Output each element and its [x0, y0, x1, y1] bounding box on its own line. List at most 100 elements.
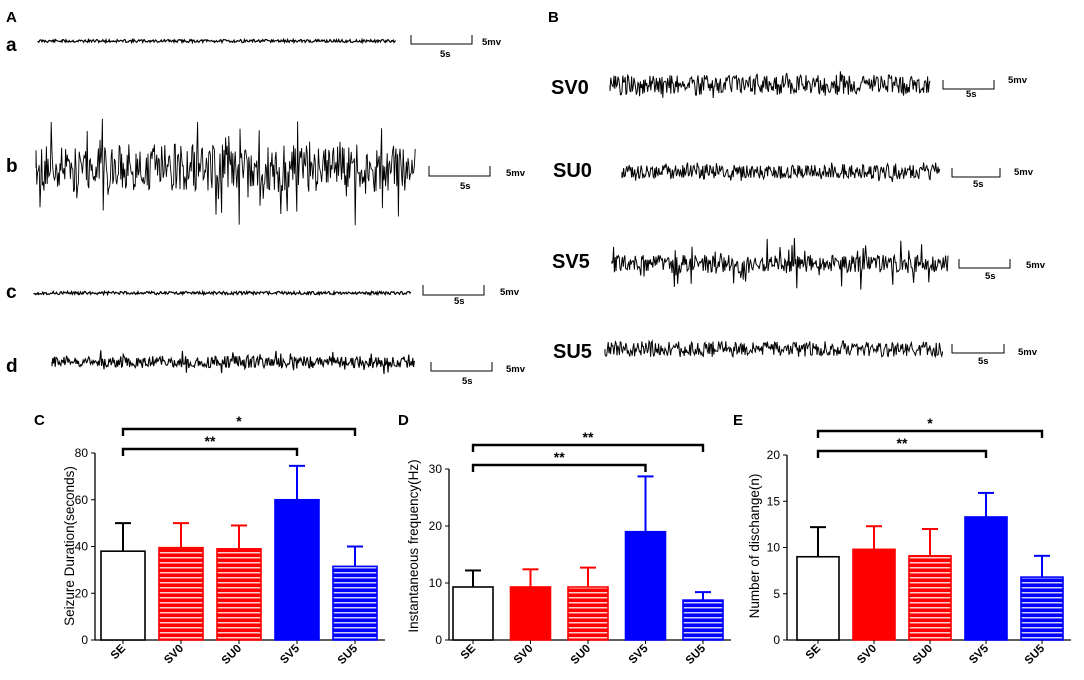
bar-sv5 [274, 498, 320, 641]
significance-label: ** [205, 433, 216, 449]
chart-d-panel-label: D [398, 412, 409, 429]
significance-label: ** [897, 435, 908, 451]
significance-bracket [471, 443, 705, 452]
significance-bracket [121, 447, 299, 456]
category-label-sv5: SV5 [278, 642, 302, 666]
category-label-su0: SU0 [911, 643, 935, 667]
scale-time-su0: 5s [973, 179, 984, 190]
chart-c-y-axis-label: Seizure Duration(seconds) [62, 466, 77, 626]
bar-se [452, 586, 494, 641]
significance-label: * [927, 415, 933, 431]
significance-label: ** [554, 449, 565, 465]
chart-c-y-tick-label: 0 [81, 633, 88, 647]
scale-time-b: 5s [460, 181, 471, 192]
bar-su5 [332, 565, 378, 641]
category-label-sv5: SV5 [967, 642, 991, 666]
scale-amp-a: 5mv [482, 37, 502, 48]
trace-b-label: b [6, 156, 18, 177]
chart-e-y-tick-label: 20 [767, 448, 781, 462]
chart-seizure-duration: C Seizure Duration(seconds) 0 20 40 60 80 SE S… [34, 412, 385, 667]
scale-amp-c: 5mv [500, 287, 520, 298]
bar-sv0 [158, 546, 204, 641]
trace-d-label: d [6, 356, 18, 377]
category-label-se: SE [804, 642, 824, 662]
significance-bracket [471, 463, 647, 472]
category-label-su0: SU0 [569, 643, 593, 667]
scale-bar-a [410, 35, 473, 45]
scale-time-su5: 5s [978, 356, 989, 367]
category-label-sv0: SV0 [512, 643, 536, 667]
significance-bracket [816, 429, 1044, 438]
eeg-trace-d [51, 350, 415, 375]
eeg-trace-su0 [621, 162, 941, 182]
bar-se [796, 555, 840, 641]
trace-su5-label: SU5 [553, 341, 592, 363]
significance-bracket [121, 427, 357, 436]
scale-bar-su0 [951, 168, 1001, 178]
chart-d-y-axis-label: Instantaneous frequency(Hz) [406, 459, 421, 632]
scale-amp-sv5: 5mv [1026, 260, 1046, 271]
chart-c-y-tick-label: 60 [75, 493, 89, 507]
trace-c-label: c [6, 282, 17, 303]
bar-su0 [216, 548, 262, 641]
chart-e-panel-label: E [733, 412, 743, 429]
bar-su0 [908, 555, 952, 641]
trace-sv5-label: SV5 [552, 251, 590, 273]
trace-sv0-label: SV0 [551, 77, 589, 99]
scale-bar-b [428, 166, 491, 177]
bar-su0 [567, 586, 609, 641]
eeg-trace-su5 [604, 339, 944, 359]
bar-sv5 [624, 530, 667, 641]
category-label-su0: SU0 [220, 643, 244, 667]
chart-e-y-tick-label: 10 [767, 541, 781, 555]
bar-su5 [682, 599, 724, 641]
category-label-su5: SU5 [1023, 642, 1048, 667]
chart-e-y-tick-label: 0 [773, 633, 780, 647]
scale-bar-sv0 [942, 80, 995, 90]
chart-c-y-tick-label: 20 [75, 586, 89, 600]
chart-e-y-tick-label: 5 [773, 587, 780, 601]
chart-d-y-tick-label: 10 [429, 576, 443, 590]
scale-amp-su5: 5mv [1018, 347, 1038, 358]
chart-number-of-discharge: E Number of dischange(n) 0 5 10 15 20 SE SV0 SU… [733, 412, 1071, 667]
eeg-trace-sv5 [611, 237, 949, 290]
panel-a: A a 5s 5mv b 5s 5mv c 5s 5mv d 5s [6, 9, 526, 387]
category-label-sv5: SV5 [627, 642, 651, 666]
category-label-se: SE [109, 642, 129, 662]
scale-bar-su5 [951, 344, 1005, 354]
significance-label: ** [583, 429, 594, 445]
trace-b-group: b 5s 5mv [6, 118, 526, 226]
significance-label: * [236, 413, 242, 429]
scale-bar-sv5 [958, 259, 1011, 269]
trace-a-group: a 5s 5mv [6, 35, 502, 60]
chart-c-y-tick-label: 80 [75, 446, 89, 460]
trace-su5-group: SU5 5s 5mv [553, 339, 1038, 367]
trace-sv5-group: SV5 5s 5mv [552, 237, 1046, 290]
chart-e-y-tick-label: 15 [767, 494, 781, 508]
trace-su0-label: SU0 [553, 160, 592, 182]
panel-a-label: A [6, 9, 17, 26]
scale-time-c: 5s [454, 296, 465, 307]
scale-bar-c [422, 285, 485, 296]
trace-a-label: a [6, 35, 17, 56]
trace-sv0-group: SV0 5s 5mv [551, 71, 1028, 100]
scale-time-sv0: 5s [966, 89, 977, 100]
scale-amp-su0: 5mv [1014, 167, 1034, 178]
eeg-trace-a [37, 37, 397, 45]
category-label-su5: SU5 [336, 642, 361, 667]
chart-d-y-tick-label: 0 [435, 633, 442, 647]
chart-e-y-axis-label: Number of dischange(n) [747, 474, 762, 619]
scale-time-a: 5s [440, 49, 451, 60]
category-label-se: SE [459, 642, 479, 662]
scale-amp-b: 5mv [506, 168, 526, 179]
bar-sv0 [509, 586, 552, 641]
significance-bracket [816, 449, 988, 458]
eeg-trace-sv0 [609, 71, 931, 99]
trace-su0-group: SU0 5s 5mv [553, 160, 1034, 190]
bar-sv0 [852, 548, 896, 641]
bar-se [100, 550, 146, 641]
chart-c-panel-label: C [34, 412, 45, 429]
scale-amp-sv0: 5mv [1008, 75, 1028, 86]
bar-sv5 [964, 516, 1008, 641]
